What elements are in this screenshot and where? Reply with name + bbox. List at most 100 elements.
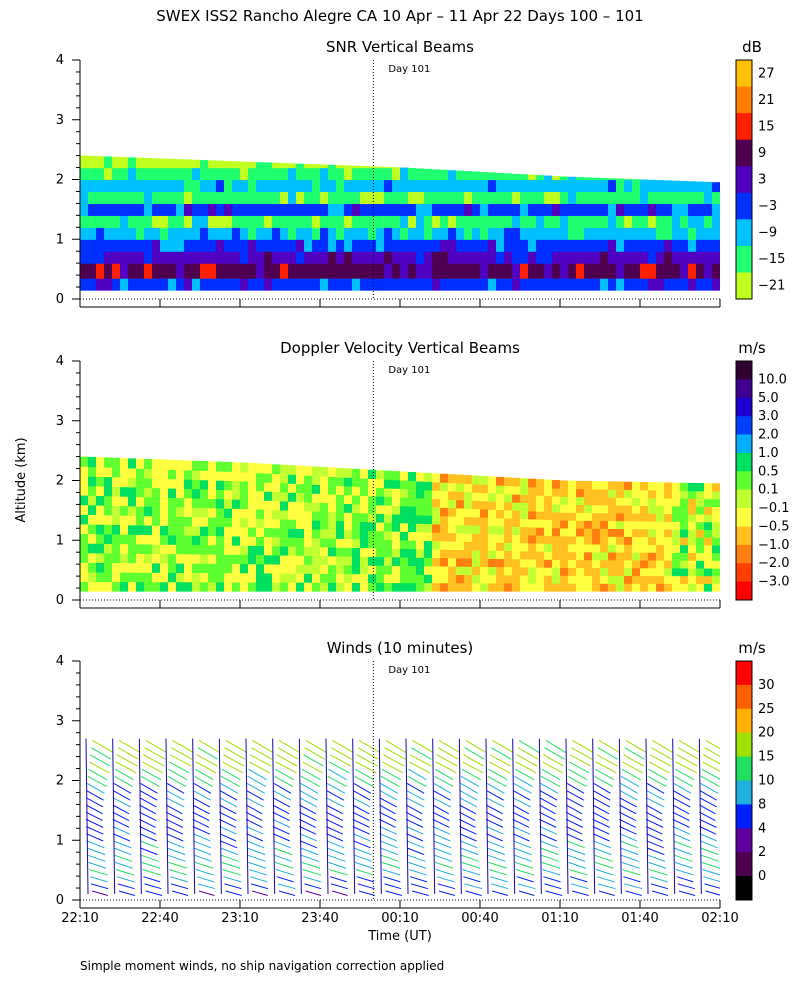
doppler-cell [520,526,529,536]
wind-staff [245,738,249,895]
doppler-cell [376,496,385,506]
wind-barb [704,747,720,758]
doppler-cell [328,555,337,566]
snr-cell [440,191,449,204]
doppler-cell [352,529,361,540]
snr-cell [248,215,257,228]
doppler-cell [216,554,225,564]
doppler-cell [144,468,153,479]
snr-cell [360,251,369,264]
snr-cell [384,191,393,204]
doppler-cell [224,563,233,574]
snr-cell [504,179,513,193]
doppler-cell [456,482,465,492]
wind-barb [385,740,407,753]
snr-cell [296,251,305,264]
wind-barb [568,861,587,869]
snr-cell [416,278,425,291]
snr-cell [480,203,489,216]
doppler-cell [688,567,697,577]
snr-cell [192,203,201,216]
doppler-cell [568,583,577,592]
doppler-cell [376,565,385,575]
snr-cell [320,263,329,279]
doppler-cell [696,490,705,500]
doppler-cell [360,547,369,557]
snr-cell [504,263,513,279]
wind-barb [219,797,238,808]
snr-cell [368,278,377,291]
doppler-cell [256,572,265,583]
snr-cell [712,215,720,228]
doppler-cell [648,536,657,545]
doppler-cell [200,581,209,592]
doppler-cell [640,489,649,499]
doppler-cell [176,516,185,527]
doppler-cell [312,519,321,530]
wind-barb [464,883,483,890]
wind-barb [434,854,453,862]
doppler-cell [400,471,409,481]
colorbar-label: 27 [758,66,775,81]
doppler-cell [664,521,673,530]
snr-cell [544,191,553,204]
wind-barb [462,869,481,876]
doppler-cell [520,574,529,584]
colorbar-swatch [736,60,752,88]
doppler-cell [712,491,720,500]
wind-barb [249,869,268,876]
doppler-cell [448,499,457,509]
wind-barb [220,775,240,787]
snr-cell [584,215,593,228]
wind-barb [438,740,461,753]
doppler-cell [280,473,289,484]
snr-cell [336,215,345,228]
doppler-cell [576,504,585,513]
wind-barb [565,826,583,835]
doppler-cell [488,574,497,584]
doppler-cell [568,527,577,537]
snr-cell [560,176,569,181]
doppler-cell [712,506,720,515]
doppler-cell [496,533,505,543]
snr-cell [416,191,425,204]
snr-cell [576,227,585,240]
y-tick-label: 1 [56,833,64,848]
colorbar-label: 30 [758,678,775,693]
wind-barb [674,768,695,781]
y-tick-label: 4 [56,53,64,68]
doppler-cell [280,554,289,565]
snr-cell [608,278,617,291]
colorbar-swatch [736,272,752,300]
snr-cell [320,278,329,291]
wind-barb [672,811,690,822]
doppler-cell [488,509,497,518]
doppler-cell [192,535,201,546]
doppler-cell [368,582,377,592]
snr-cell [264,162,273,169]
snr-cell [616,251,625,264]
wind-barb [619,811,637,822]
snr-cell [216,160,225,169]
snr-cell [152,191,161,204]
doppler-cell [712,567,720,577]
doppler-cell [168,534,177,545]
doppler-cell [416,531,425,541]
wind-barb [139,797,157,808]
wind-barb [437,883,456,890]
wind-barb [304,883,322,890]
doppler-cell [608,544,617,553]
doppler-cell [272,518,281,529]
doppler-cell [184,544,193,555]
doppler-cell [632,536,641,545]
colorbar-label: 1.0 [758,446,779,461]
doppler-cell [512,518,521,527]
doppler-cell [144,572,153,583]
doppler-cell [128,496,137,507]
doppler-cell [136,534,145,545]
doppler-cell [368,556,377,566]
wind-barb [112,811,130,822]
wind-barb [672,818,690,828]
doppler-cell [320,529,329,539]
doppler-cell [456,582,465,592]
